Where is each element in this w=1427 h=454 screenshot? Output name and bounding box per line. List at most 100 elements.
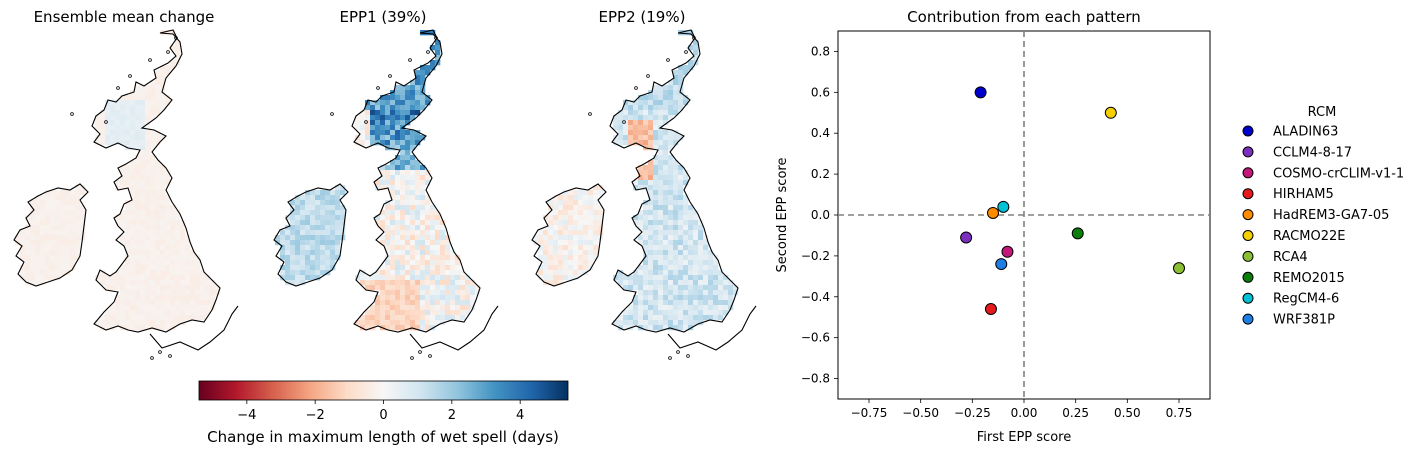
- map-cell: [390, 250, 396, 256]
- map-cell: [180, 265, 186, 271]
- map-cell: [658, 260, 664, 266]
- map-cell: [295, 235, 301, 241]
- map-cell: [165, 295, 171, 301]
- map-cell: [65, 230, 71, 236]
- map-cell: [30, 210, 36, 216]
- map-cell: [558, 250, 564, 256]
- map-cell: [330, 200, 336, 206]
- map-cell: [50, 220, 56, 226]
- map-cell: [425, 30, 431, 36]
- map-cell: [160, 170, 166, 176]
- map-cell: [135, 115, 141, 121]
- map-cell: [445, 270, 451, 276]
- map-cell: [643, 230, 649, 236]
- map-cell: [583, 200, 589, 206]
- map-cell: [658, 190, 664, 196]
- map-cell: [370, 285, 376, 291]
- map-cell: [663, 170, 669, 176]
- map-cell: [135, 250, 141, 256]
- map-cell: [663, 120, 669, 126]
- map-cell: [713, 305, 719, 311]
- map-cell: [435, 50, 441, 56]
- map-cell: [410, 245, 416, 251]
- map-cell: [653, 245, 659, 251]
- map-cell: [435, 210, 441, 216]
- map-cell: [380, 100, 386, 106]
- map-cell: [405, 135, 411, 141]
- map-cell: [703, 300, 709, 306]
- map-cell: [633, 105, 639, 111]
- map-cell: [100, 115, 106, 121]
- map-cell: [125, 240, 131, 246]
- map-cell: [160, 65, 166, 71]
- map-cell: [145, 175, 151, 181]
- map-cell: [663, 275, 669, 281]
- map-cell: [375, 130, 381, 136]
- map-cell: [75, 235, 81, 241]
- map-cell: [668, 290, 674, 296]
- map-cell: [380, 210, 386, 216]
- map-cell: [435, 225, 441, 231]
- map-cell: [120, 120, 126, 126]
- map-cell: [583, 225, 589, 231]
- map-cell: [310, 250, 316, 256]
- map-cell: [425, 215, 431, 221]
- map-cell: [588, 260, 594, 266]
- map-cell: [648, 265, 654, 271]
- map-cell: [400, 140, 406, 146]
- map-cell: [385, 105, 391, 111]
- map-cell: [583, 220, 589, 226]
- map-cell: [648, 165, 654, 171]
- map-cell: [380, 135, 386, 141]
- map-cell: [390, 190, 396, 196]
- map-cell: [440, 305, 446, 311]
- map-cell: [628, 315, 634, 321]
- map-cell: [643, 140, 649, 146]
- map-cell: [638, 165, 644, 171]
- map-cell: [698, 240, 704, 246]
- map-cell: [703, 245, 709, 251]
- map-cell: [390, 185, 396, 191]
- map-cell: [55, 200, 61, 206]
- map-cell: [150, 180, 156, 186]
- map-cell: [165, 65, 171, 71]
- map-cell: [583, 250, 589, 256]
- map-cell: [145, 225, 151, 231]
- map-cell: [693, 40, 699, 46]
- map-cell: [673, 235, 679, 241]
- map-cell: [400, 190, 406, 196]
- map-cell: [410, 195, 416, 201]
- map-panel-epp1: EPP1 (39%): [273, 8, 499, 360]
- map-cell: [658, 105, 664, 111]
- map-cell: [668, 190, 674, 196]
- map-cell: [300, 240, 306, 246]
- map-cell: [165, 265, 171, 271]
- map-cell: [643, 100, 649, 106]
- map-cell: [450, 260, 456, 266]
- map-cell: [160, 225, 166, 231]
- map-cell: [205, 285, 211, 291]
- map-cell: [140, 320, 146, 326]
- map-cell: [643, 110, 649, 116]
- map-cell: [628, 115, 634, 121]
- map-cell: [195, 275, 201, 281]
- map-cell: [300, 265, 306, 271]
- map-cell: [150, 145, 156, 151]
- map-cell: [390, 260, 396, 266]
- map-cell: [365, 275, 371, 281]
- map-cell: [180, 220, 186, 226]
- map-cell: [588, 245, 594, 251]
- map-cell: [415, 260, 421, 266]
- map-cell: [60, 260, 66, 266]
- map-cell: [130, 125, 136, 131]
- map-cell: [573, 215, 579, 221]
- map-cell: [280, 255, 286, 261]
- map-cell: [420, 210, 426, 216]
- map-cell: [593, 195, 599, 201]
- map-cell: [395, 145, 401, 151]
- map-cell: [280, 245, 286, 251]
- map-cell: [425, 220, 431, 226]
- map-cell: [420, 185, 426, 191]
- map-cell: [390, 280, 396, 286]
- map-cell: [380, 275, 386, 281]
